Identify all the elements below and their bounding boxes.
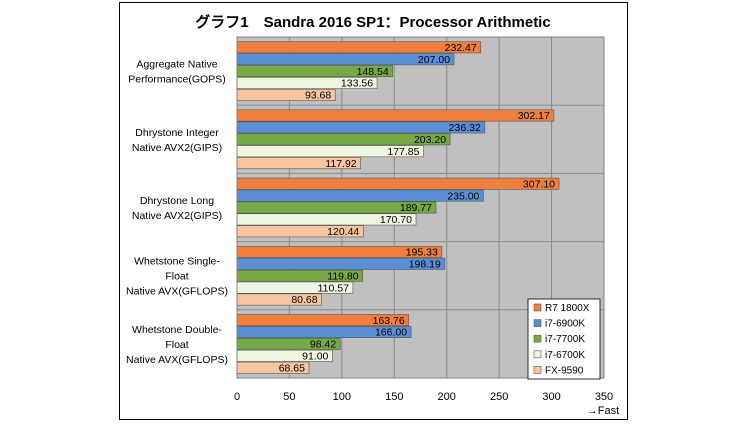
- data-label: 307.10: [523, 178, 555, 190]
- bar: [236, 177, 560, 190]
- x-tick-label: 200: [438, 391, 456, 403]
- x-tick-label: 50: [283, 391, 295, 403]
- data-label: 93.68: [305, 90, 331, 102]
- legend: R7 1800X i7-6900K i7-7700K i7-6700K FX-9590: [527, 298, 601, 380]
- data-label: 120.44: [327, 226, 359, 238]
- category-labels: Aggregate Native Performance(GOPS) Dhrysto…: [126, 59, 228, 366]
- data-label: 163.76: [373, 315, 405, 327]
- plot-border: [236, 36, 605, 379]
- category-label: Native AVX(GFLOPS): [126, 354, 228, 366]
- x-tick-label: 150: [385, 391, 403, 403]
- category-label: Native AVX2(GIPS): [132, 210, 222, 222]
- legend-label: i7-6900K: [545, 319, 585, 330]
- legend-label: FX-9590: [545, 365, 584, 376]
- category-label: Native AVX2(GIPS): [132, 142, 222, 154]
- data-label: 232.47: [445, 42, 477, 54]
- legend-swatch: [533, 319, 542, 327]
- x-axis-label: →Fast: [587, 405, 619, 417]
- data-label: 148.54: [357, 66, 389, 78]
- data-label: 117.92: [325, 158, 356, 170]
- legend-swatch: [533, 334, 542, 343]
- x-tick-label: 250: [490, 391, 508, 403]
- data-label: 195.33: [406, 247, 438, 259]
- category-label: Whetstone Single-: [134, 256, 220, 268]
- bar: [236, 109, 555, 122]
- category-label: Whetstone Double-: [132, 324, 222, 336]
- data-label: 203.20: [414, 134, 446, 146]
- data-label: 110.57: [318, 282, 349, 294]
- legend-swatch: [533, 303, 542, 312]
- category-label: Float: [165, 271, 188, 283]
- category-label: Float: [165, 339, 188, 351]
- data-label: 133.56: [341, 78, 373, 90]
- chart-title: グラフ1 Sandra 2016 SP1：Processor Arithmeti…: [195, 13, 550, 31]
- data-label: 302.17: [518, 110, 550, 122]
- data-label: 68.65: [279, 362, 305, 374]
- data-label: 166.00: [375, 327, 407, 339]
- category-label: Aggregate Native: [136, 59, 217, 71]
- category-label: Native AVX(GFLOPS): [126, 286, 228, 298]
- legend-swatch: [533, 366, 542, 374]
- category-label: Performance(GOPS): [128, 74, 225, 86]
- category-label: Dhrystone Long: [140, 195, 214, 207]
- legend-swatch: [533, 350, 542, 359]
- x-axis: 0 50 100 150 200 250 300 350: [234, 391, 613, 403]
- data-label: 198.19: [409, 258, 441, 270]
- data-label: 91.00: [302, 350, 328, 362]
- data-label: 98.42: [310, 339, 336, 351]
- data-label: 177.85: [387, 146, 419, 158]
- legend-label: R7 1800X: [545, 303, 590, 314]
- plot-area: [236, 36, 605, 379]
- data-label: 80.68: [291, 294, 317, 306]
- data-label: 189.77: [400, 202, 432, 214]
- data-label: 119.80: [327, 270, 358, 282]
- x-tick-label: 100: [333, 391, 351, 403]
- legend-label: i7-6700K: [545, 350, 585, 361]
- data-label: 235.00: [447, 190, 479, 202]
- x-tick-label: 0: [234, 391, 240, 403]
- x-tick-label: 300: [542, 391, 560, 403]
- data-label: 236.32: [449, 122, 481, 134]
- legend-label: i7-7700K: [545, 334, 585, 345]
- data-label: 170.70: [380, 214, 412, 226]
- category-label: Dhrystone Integer: [135, 127, 219, 139]
- data-label: 207.00: [418, 54, 450, 66]
- bar: [236, 121, 486, 134]
- x-tick-label: 350: [595, 391, 613, 403]
